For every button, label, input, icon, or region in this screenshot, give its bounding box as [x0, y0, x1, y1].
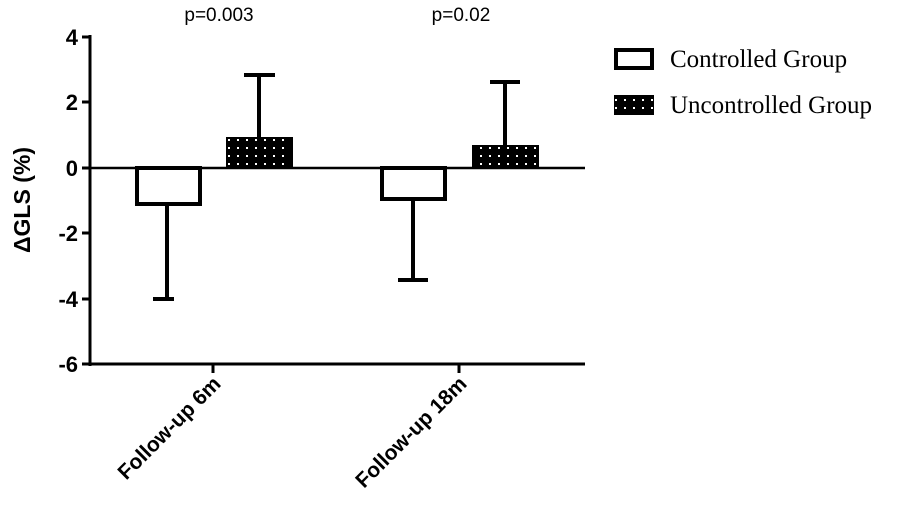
bar-group-18m [380, 80, 539, 282]
y-tick-0: 0 [66, 156, 78, 181]
legend-label-uncontrolled: Uncontrolled Group [670, 92, 872, 119]
bar-controlled-18m [380, 166, 447, 201]
x-category-18m: Follow-up 18m [351, 372, 471, 492]
legend: Controlled Group Uncontrolled Group [614, 46, 872, 119]
y-axis-label: ΔGLS (%) [9, 147, 35, 253]
p-value-6m: p=0.003 [184, 5, 253, 26]
y-axis: 4 2 0 -2 -4 -6 [58, 25, 92, 377]
y-tick-neg4: -4 [58, 287, 78, 312]
x-category-6m: Follow-up 6m [114, 372, 226, 484]
bar-controlled-6m [135, 166, 202, 206]
y-tick-neg2: -2 [58, 221, 78, 246]
legend-swatch-uncontrolled [614, 95, 654, 115]
x-axis [89, 362, 585, 373]
bar-group-6m [135, 73, 293, 301]
bar-uncontrolled-18m [472, 145, 539, 169]
p-value-18m: p=0.02 [432, 5, 491, 26]
legend-label-controlled: Controlled Group [670, 46, 847, 73]
bar-uncontrolled-6m [226, 137, 293, 169]
legend-swatch-controlled [614, 48, 654, 70]
y-tick-neg6: -6 [58, 352, 78, 377]
y-tick-4: 4 [66, 25, 79, 50]
y-tick-2: 2 [66, 90, 78, 115]
